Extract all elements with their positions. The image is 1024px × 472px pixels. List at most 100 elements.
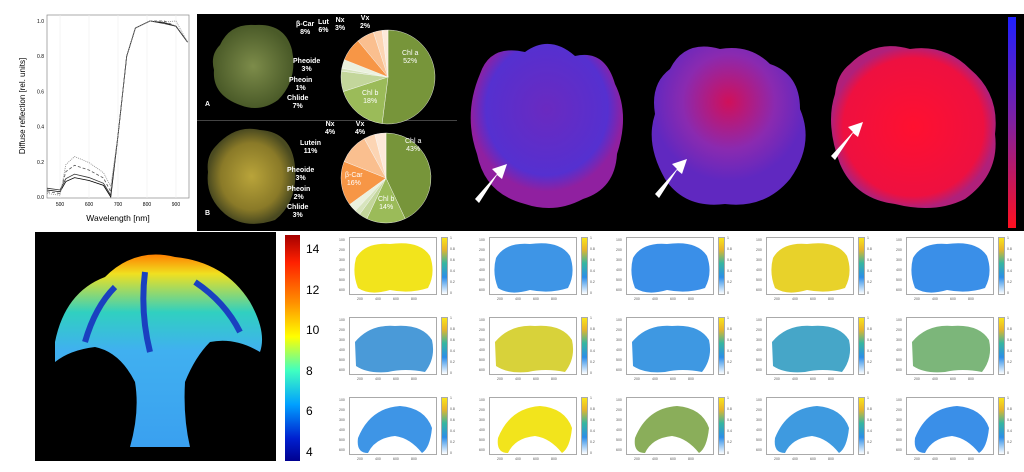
y-tick-label: 200 <box>896 408 902 412</box>
pie-label-pct: 3% <box>292 212 303 219</box>
colorbar-tick-label: 0.2 <box>867 440 872 444</box>
map-colorbar <box>998 237 1005 295</box>
x-tick-label: 800 <box>968 297 974 301</box>
pigment-map-panel: 200 400 600 800 100 200 300 400 500 600 1 0.8 0.6 0.4… <box>752 233 877 308</box>
x-tick-label: 400 <box>375 377 381 381</box>
x-tick-label: 800 <box>411 297 417 301</box>
y-tick-label: 600 <box>616 288 622 292</box>
colorbar-tick-label: 0.2 <box>867 280 872 284</box>
y-tick-label: 100 <box>616 318 622 322</box>
pie-label-name: Chl a <box>405 138 422 145</box>
reflectance-spectrum-chart: Wavelength [nm] Diffuse reflection [rel.… <box>18 14 190 223</box>
colorbar-tick-label: 0.6 <box>867 418 872 422</box>
pie-label-name: Chl b <box>378 196 395 203</box>
pigment-map-panel: 200 400 600 800 100 200 300 400 500 600 1 0.8 0.6 0.4… <box>752 313 877 388</box>
y-tick-label: 500 <box>616 358 622 362</box>
colorbar-tick-label: 1 <box>1007 316 1009 320</box>
x-tick-label: 400 <box>652 297 658 301</box>
pie-label-pct: 3% <box>295 175 306 182</box>
broccoli-cross-section-map <box>35 232 276 461</box>
colorbar-tick-label: 0 <box>590 291 592 295</box>
y-tick-label: 400 <box>756 428 762 432</box>
x-tick-label: 200 <box>914 457 920 461</box>
pigment-map-panel: 200 400 600 800 100 200 300 400 500 600 1 0.8 0.6 0.4… <box>335 393 460 468</box>
map-plot-area <box>906 317 994 375</box>
x-tick-label: 800 <box>828 457 834 461</box>
map-plot-area <box>906 397 994 455</box>
colorbar-tick-label: 0.4 <box>727 429 732 433</box>
pie-label-name: Pheoide <box>293 58 321 65</box>
x-tick-label: 600 <box>393 297 399 301</box>
y-tick-label: 300 <box>896 338 902 342</box>
colorbar-tick-label: 10 <box>306 323 320 337</box>
broccoli-map <box>357 406 432 453</box>
y-tick-label: 0.4 <box>37 125 44 131</box>
y-tick-label: 400 <box>339 348 345 352</box>
pie-label-name: Vx <box>355 121 365 128</box>
y-tick-label: 200 <box>339 248 345 252</box>
x-tick-label: 200 <box>357 457 363 461</box>
x-tick-label: 200 <box>634 377 640 381</box>
colorbar-tick-label: 1 <box>450 396 452 400</box>
x-tick-label: 400 <box>652 457 658 461</box>
pie-label: Pheoin 1% <box>289 77 312 93</box>
map-colorbar <box>858 237 865 295</box>
y-tick-label: 100 <box>756 238 762 242</box>
pie-label-pct: 6% <box>318 27 329 34</box>
y-tick-label: 500 <box>479 278 485 282</box>
panel-label-b: B <box>205 210 211 217</box>
y-tick-label: 500 <box>616 438 622 442</box>
broccoli-map <box>354 243 433 293</box>
x-tick-label: 400 <box>375 297 381 301</box>
y-tick-label: 400 <box>756 268 762 272</box>
y-tick-label: 300 <box>339 338 345 342</box>
colorbar-tick-label: 1 <box>590 396 592 400</box>
broccoli-photo-stored <box>207 128 296 224</box>
pie-label: Chl b 18% <box>362 90 378 106</box>
broccoli-map <box>774 406 849 453</box>
x-tick-label: 600 <box>950 297 956 301</box>
pie-label: Vx 4% <box>355 121 365 137</box>
pie-label: Chlide 3% <box>287 204 308 220</box>
colorbar-tick-label: 0 <box>1007 451 1009 455</box>
broccoli-map <box>634 406 709 453</box>
map-plot-area <box>489 397 577 455</box>
x-tick-label: 800 <box>828 297 834 301</box>
pie-label-pct: 3% <box>301 66 312 73</box>
x-tick-label: 400 <box>932 457 938 461</box>
map-colorbar <box>581 237 588 295</box>
x-axis-label: Wavelength [nm] <box>86 213 149 223</box>
colorbar-tick-label: 1 <box>727 236 729 240</box>
map-plot-area <box>766 237 854 295</box>
pie-label-name: Pheoin <box>287 186 311 193</box>
colorbar-tick-label: 0 <box>727 371 729 375</box>
y-tick-label: 100 <box>339 238 345 242</box>
broccoli-map <box>495 325 574 373</box>
y-tick-label: 500 <box>896 438 902 442</box>
y-tick-label: 0.2 <box>37 160 44 166</box>
pie-label-pct: 2% <box>293 194 304 201</box>
pie-label: Lut 6% <box>318 19 329 35</box>
y-tick-label: 200 <box>896 248 902 252</box>
x-tick-label: 400 <box>792 377 798 381</box>
y-tick-label: 400 <box>479 268 485 272</box>
y-tick-label: 500 <box>896 358 902 362</box>
y-tick-label: 100 <box>756 398 762 402</box>
pigment-map-panel: 200 400 600 800 100 200 300 400 500 600 1 0.8 0.6 0.4… <box>892 313 1017 388</box>
colorbar-tick-label: 1 <box>727 396 729 400</box>
x-tick-label: 400 <box>515 297 521 301</box>
y-tick-label: 300 <box>479 338 485 342</box>
pigment-map-panel: 200 400 600 800 100 200 300 400 500 600 1 0.8 0.6 0.4… <box>335 233 460 308</box>
y-tick-label: 400 <box>896 268 902 272</box>
pie-label-pct: 1% <box>295 85 306 92</box>
map-plot-area <box>766 317 854 375</box>
map-colorbar <box>718 237 725 295</box>
broccoli-map <box>911 243 990 293</box>
x-tick-label: 200 <box>497 457 503 461</box>
pie-label: Pheoide 3% <box>287 167 314 183</box>
y-tick-label: 600 <box>339 368 345 372</box>
map-plot-area <box>489 317 577 375</box>
y-tick-label: 100 <box>896 238 902 242</box>
x-tick-label: 800 <box>968 377 974 381</box>
y-tick-label: 500 <box>616 278 622 282</box>
